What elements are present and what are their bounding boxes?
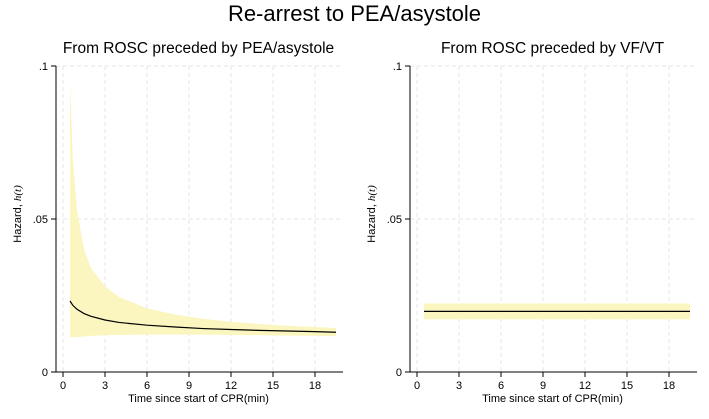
y-ticks-left: 0 .05 .1 (33, 61, 56, 379)
x-ticks-right: 0 3 6 9 12 15 18 (414, 372, 675, 392)
y-axis-label-right-main: Hazard, (366, 201, 378, 243)
x-tick-label-right-6: 18 (663, 380, 675, 392)
x-axis-label-left: Time since start of CPR(min) (128, 393, 269, 405)
panel-title-right: From ROSC preceded by VF/VT (441, 40, 665, 57)
y-tick-label-right-2: .1 (393, 61, 402, 73)
y-axis-label-left-main: Hazard, (12, 201, 24, 243)
y-tick-label-right-1: .05 (387, 214, 402, 226)
y-axis-label-left-italic: h(t) (12, 185, 24, 201)
x-tick-label-right-1: 3 (456, 380, 462, 392)
x-axis-label-right: Time since start of CPR(min) (482, 393, 623, 405)
figure-title: Re-arrest to PEA/asystole (228, 1, 481, 26)
x-tick-label-left-4: 12 (225, 380, 237, 392)
y-tick-label-right-0: 0 (396, 367, 402, 379)
x-tick-label-left-0: 0 (60, 380, 66, 392)
x-tick-label-right-3: 9 (540, 380, 546, 392)
y-tick-label-left-1: .05 (33, 214, 48, 226)
y-axis-label-left: Hazard, h(t) (12, 185, 24, 243)
hazard-curve-left (69, 300, 337, 333)
y-axis-label-right-italic: h(t) (366, 185, 378, 201)
x-tick-label-left-1: 3 (102, 380, 108, 392)
x-tick-label-left-3: 9 (186, 380, 192, 392)
x-tick-label-left-6: 18 (309, 380, 321, 392)
y-axis-label-right: Hazard, h(t) (366, 185, 378, 243)
panel-right: From ROSC preceded by VF/VT 0 3 6 9 12 15 18 0… (366, 40, 697, 405)
panel-left: From ROSC preceded by PEA/asystole 0 3 6 9 1… (12, 40, 343, 405)
y-tick-label-left-0: 0 (42, 367, 48, 379)
panel-title-left: From ROSC preceded by PEA/asystole (63, 40, 334, 57)
x-tick-label-right-5: 15 (621, 380, 633, 392)
y-tick-label-left-2: .1 (39, 61, 48, 73)
x-ticks-left: 0 3 6 9 12 15 18 (60, 372, 321, 392)
x-tick-label-left-2: 6 (144, 380, 150, 392)
gridlines-right (410, 65, 697, 373)
confidence-band-left (70, 81, 336, 338)
x-tick-label-right-0: 0 (414, 380, 420, 392)
x-tick-label-right-4: 12 (579, 380, 591, 392)
x-tick-label-left-5: 15 (267, 380, 279, 392)
y-ticks-right: 0 .05 .1 (387, 61, 410, 379)
x-tick-label-right-2: 6 (498, 380, 504, 392)
